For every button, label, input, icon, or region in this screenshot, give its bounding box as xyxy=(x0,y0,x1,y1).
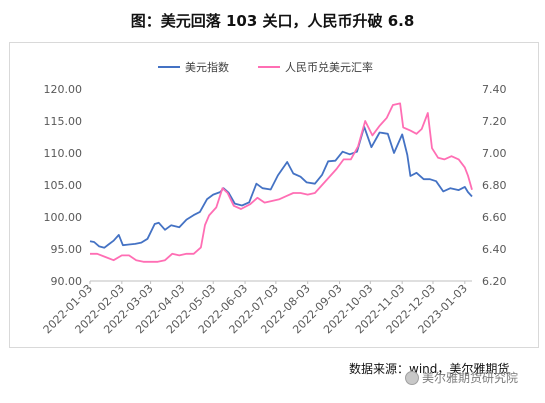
legend: 美元指数 人民币兑美元汇率 xyxy=(158,60,373,74)
y-right-tick-label: 7.00 xyxy=(482,147,507,160)
y-right-tick-label: 7.40 xyxy=(482,83,507,96)
series-line-usd-index xyxy=(89,125,473,249)
chart-axes: 90.00 95.00 100.00 105.00 110.00 115.00 120.00… xyxy=(41,83,507,336)
legend-label: 美元指数 xyxy=(185,60,229,74)
watermark-text: 美尔雅期货研究院 xyxy=(422,371,519,385)
watermark-logo-icon xyxy=(405,370,419,385)
y-left-tick-label: 100.00 xyxy=(44,211,83,224)
y-right-tick-label: 6.80 xyxy=(482,179,507,192)
y-left-tick-label: 105.00 xyxy=(44,179,83,192)
y-left-tick-label: 120.00 xyxy=(44,83,83,96)
series-line-cny-rate xyxy=(90,102,473,263)
y-right-tick-label: 6.40 xyxy=(482,243,507,256)
watermark: 美尔雅期货研究院 xyxy=(405,369,518,386)
legend-label: 人民币兑美元汇率 xyxy=(285,60,373,74)
y-right-tick-label: 6.60 xyxy=(482,211,507,224)
y-left-tick-label: 115.00 xyxy=(44,115,83,128)
y-left-tick-label: 110.00 xyxy=(44,147,83,160)
source-note: 数据来源：wind，美尔雅期货 xyxy=(349,362,510,376)
y-left-tick-label: 90.00 xyxy=(51,275,83,288)
chart-frame xyxy=(9,42,539,348)
chart-title: 图：美元回落 103 关口，人民币升破 6.8 xyxy=(130,12,415,30)
y-left-tick-label: 95.00 xyxy=(51,243,83,256)
chart-series xyxy=(89,102,473,263)
y-right-tick-label: 7.20 xyxy=(482,115,507,128)
y-right-tick-label: 6.20 xyxy=(482,275,507,288)
